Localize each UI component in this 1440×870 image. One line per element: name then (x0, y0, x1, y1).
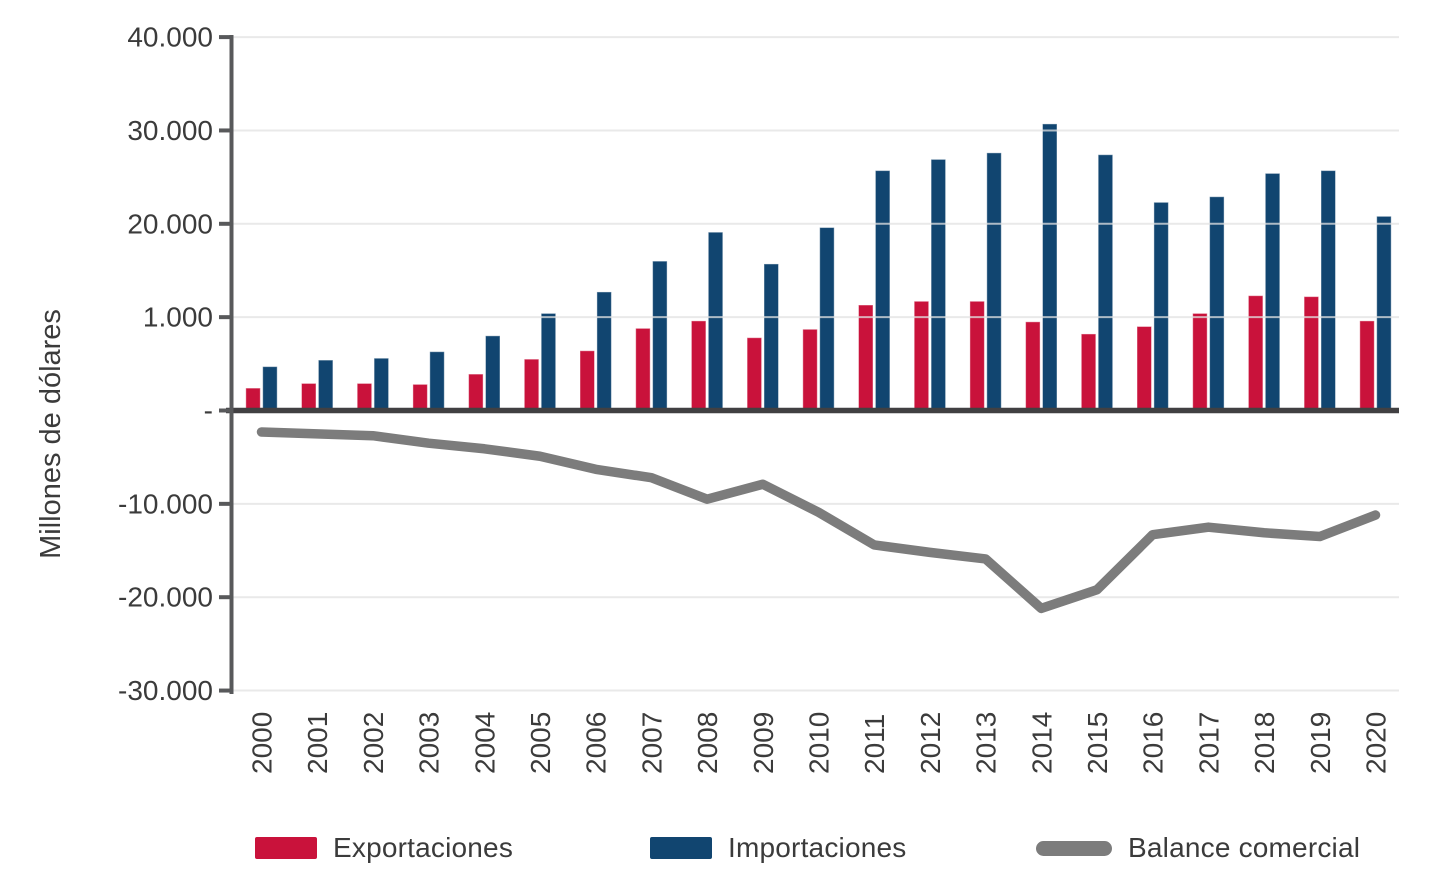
bar-importaciones-2011 (874, 170, 891, 411)
x-tick-label-2010: 2010 (804, 712, 835, 774)
bar-importaciones-2003 (429, 351, 445, 412)
x-tick-label-2003: 2003 (414, 712, 445, 774)
y-tick-label: 30.000 (127, 115, 213, 146)
bar-exportaciones-2001 (301, 382, 317, 411)
bar-exportaciones-2020 (1359, 320, 1375, 411)
y-tick-label: 1.000 (143, 302, 213, 333)
bar-exportaciones-2017 (1192, 312, 1208, 411)
y-tick-label: - (204, 395, 213, 426)
bar-exportaciones-2009 (746, 337, 763, 412)
bar-exportaciones-2008 (690, 320, 707, 411)
x-tick-label-2015: 2015 (1082, 712, 1113, 774)
bar-exportaciones-2006 (579, 350, 595, 412)
bar-importaciones-2010 (819, 227, 835, 411)
bar-exportaciones-2015 (1080, 333, 1097, 411)
bar-exportaciones-2002 (356, 382, 373, 411)
bar-importaciones-2002 (373, 357, 390, 411)
bar-importaciones-2005 (540, 312, 557, 411)
x-tick-label-2001: 2001 (302, 712, 333, 774)
x-tick-label-2020: 2020 (1361, 712, 1392, 774)
x-tick-label-2019: 2019 (1305, 712, 1336, 774)
bar-importaciones-2006 (596, 291, 612, 411)
bar-importaciones-2017 (1209, 196, 1225, 411)
balance-comercial-line-swatch-icon (1036, 840, 1112, 856)
bar-importaciones-2000 (262, 366, 278, 411)
bar-exportaciones-2016 (1136, 325, 1152, 411)
y-tick-label: 40.000 (127, 22, 213, 53)
bar-importaciones-2008 (707, 231, 724, 411)
exportaciones-swatch-icon (255, 837, 317, 859)
bar-exportaciones-2005 (523, 358, 540, 411)
bar-importaciones-2019 (1320, 170, 1336, 411)
bar-importaciones-2014 (1042, 123, 1058, 411)
y-tick-label: 20.000 (127, 208, 213, 239)
bar-importaciones-2007 (652, 260, 668, 412)
x-tick-label-2014: 2014 (1026, 712, 1057, 774)
x-tick-label-2011: 2011 (859, 714, 890, 774)
x-tick-label-2018: 2018 (1249, 712, 1280, 774)
chart-plot-area: 40.000 30.000 20.000 1.000 - -10.000 -20.000 -3… (35, 22, 1399, 774)
y-tick-label: -20.000 (118, 582, 213, 613)
x-tick-label-2006: 2006 (581, 712, 612, 774)
bar-importaciones-2015 (1097, 154, 1114, 411)
x-tick-label-2002: 2002 (358, 712, 389, 774)
bar-importaciones-2018 (1264, 172, 1281, 411)
x-tick-label-2008: 2008 (692, 712, 723, 774)
bar-exportaciones-2014 (1025, 321, 1041, 412)
chart-legend: Exportaciones Importaciones Balance come… (0, 826, 1440, 870)
y-tick-label: -30.000 (118, 675, 213, 706)
x-tick-label-2004: 2004 (469, 712, 500, 774)
x-tick-label-2017: 2017 (1193, 712, 1224, 774)
x-tick-label-2012: 2012 (915, 712, 946, 774)
bar-importaciones-2004 (485, 335, 501, 412)
bar-importaciones-2001 (317, 359, 334, 412)
legend-item-importaciones: Importaciones (650, 826, 906, 870)
bar-exportaciones-2010 (802, 328, 818, 411)
legend-label-balance-comercial: Balance comercial (1128, 832, 1361, 863)
x-tick-label-2000: 2000 (247, 712, 278, 774)
bar-exportaciones-2003 (412, 383, 428, 411)
importaciones-swatch-icon (650, 837, 712, 859)
bar-importaciones-2020 (1376, 215, 1392, 411)
x-tick-label-2009: 2009 (748, 712, 779, 774)
bar-exportaciones-2000 (245, 387, 261, 412)
legend-item-exportaciones: Exportaciones (255, 826, 513, 870)
bar-exportaciones-2004 (468, 373, 484, 412)
bar-importaciones-2016 (1153, 201, 1169, 411)
bar-exportaciones-2019 (1303, 296, 1320, 412)
y-tick-label: -10.000 (118, 488, 213, 519)
x-tick-label-2013: 2013 (971, 712, 1002, 774)
bar-exportaciones-2007 (635, 327, 651, 411)
balance-comercial-line (256, 427, 1381, 614)
bar-importaciones-2013 (986, 152, 1002, 411)
bar-importaciones-2012 (930, 158, 947, 411)
y-axis-title: Millones de dólares (35, 309, 67, 559)
bar-exportaciones-2011 (858, 304, 874, 411)
x-tick-label-2016: 2016 (1138, 712, 1169, 774)
legend-label-importaciones: Importaciones (728, 832, 907, 863)
x-tick-label-2005: 2005 (525, 712, 556, 774)
x-tick-label-2007: 2007 (636, 712, 667, 774)
bar-importaciones-2009 (763, 263, 779, 411)
legend-item-balance-comercial: Balance comercial (1036, 826, 1360, 870)
bar-exportaciones-2018 (1247, 295, 1264, 412)
legend-label-exportaciones: Exportaciones (333, 832, 514, 863)
